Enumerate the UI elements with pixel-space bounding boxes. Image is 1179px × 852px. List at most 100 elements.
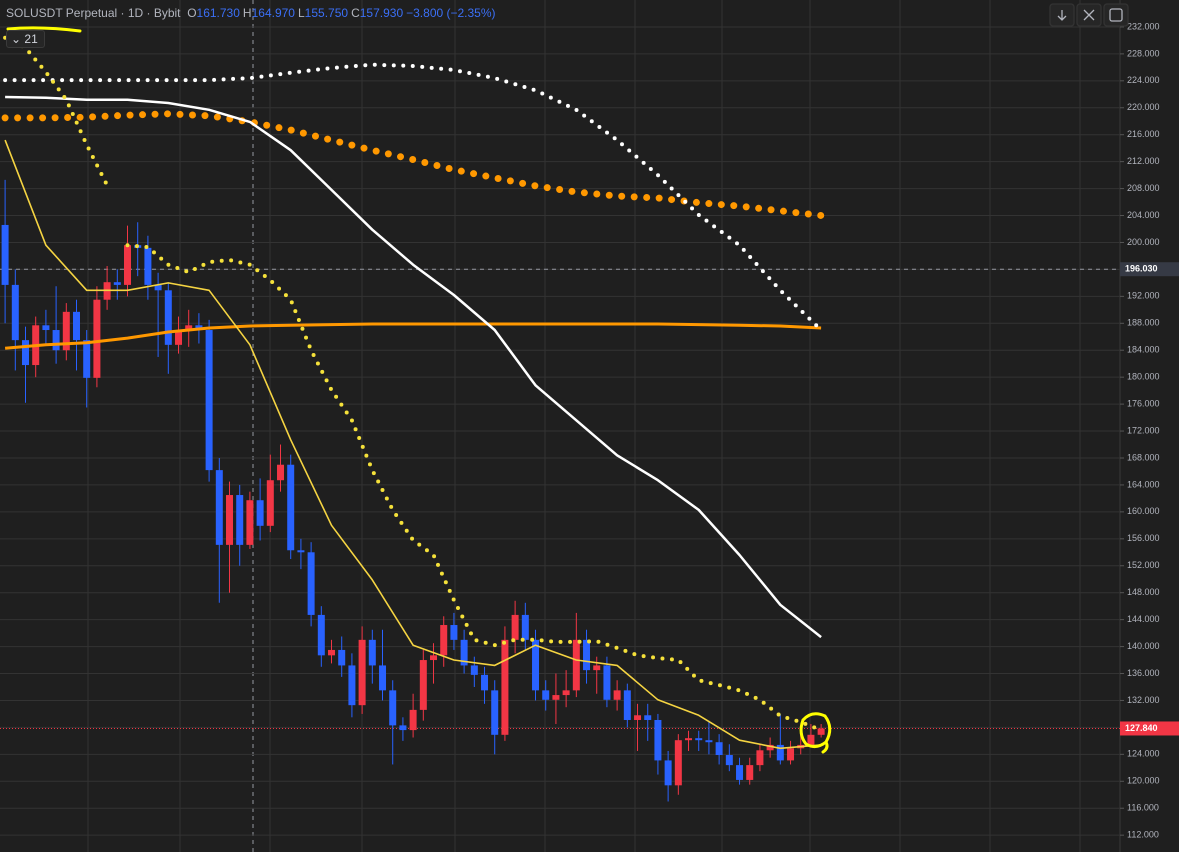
y-tick-label: 116.000 <box>1127 803 1159 813</box>
ohlc-value: 155.750 <box>304 6 349 20</box>
toolbar[interactable] <box>1049 3 1129 27</box>
candle-body <box>746 765 754 780</box>
candle-body <box>562 690 570 696</box>
candle-body <box>368 639 376 666</box>
y-tick-label: 200.000 <box>1127 237 1160 247</box>
candle-body <box>603 665 611 700</box>
y-tick-label: 176.000 <box>1127 398 1160 408</box>
candle-body <box>409 709 417 731</box>
candle-body <box>266 480 274 526</box>
candle-body <box>511 614 519 640</box>
indicator-line <box>4 139 822 750</box>
ohlc-label: H <box>242 6 252 20</box>
y-tick-label: 168.000 <box>1127 452 1160 462</box>
candle-body <box>379 665 387 691</box>
ohlc: O161.730 H164.970 L155.750 C157.930 <box>187 6 406 20</box>
candle-body <box>144 247 152 285</box>
candle-body <box>501 639 509 735</box>
crosshair-label: 196.030 <box>1125 264 1158 274</box>
candle-body <box>450 625 458 640</box>
candle-body <box>644 715 652 720</box>
candle-body <box>623 690 631 720</box>
candle-body <box>389 690 397 726</box>
candle-body <box>695 738 703 741</box>
candle-body <box>736 765 744 780</box>
y-tick-label: 204.000 <box>1127 210 1160 220</box>
candle-body <box>685 738 693 741</box>
y-tick-label: 164.000 <box>1127 479 1160 489</box>
y-tick-label: 184.000 <box>1127 345 1160 355</box>
symbol: SOLUSDT Perpetual · 1D · Bybit <box>6 6 181 20</box>
plot: 112.000116.000120.000124.000128.000132.0… <box>0 21 1160 840</box>
annotation <box>6 26 832 754</box>
candle-body <box>664 760 672 786</box>
y-tick-label: 124.000 <box>1127 749 1160 759</box>
candle-body <box>521 614 529 640</box>
ohlc-value: 161.730 <box>196 6 240 20</box>
candle-body <box>1 224 9 285</box>
candle-body <box>256 500 264 526</box>
candle-body <box>532 639 540 691</box>
candle-body <box>572 639 580 691</box>
candle-body <box>22 340 30 366</box>
candle-body <box>705 740 713 743</box>
candle-body <box>215 470 223 545</box>
y-tick-label: 216.000 <box>1127 129 1160 139</box>
candle-body <box>583 639 591 671</box>
icon <box>1083 9 1095 21</box>
y-tick-label: 148.000 <box>1127 587 1160 597</box>
candle-body <box>113 282 121 285</box>
underline <box>6 26 82 33</box>
candle-body <box>205 330 213 471</box>
candle-body <box>654 719 662 761</box>
candle-body <box>807 734 815 745</box>
indicators-toggle[interactable]: ⌄ 21 <box>6 30 45 48</box>
candle-body <box>460 639 468 666</box>
y-tick-label: 208.000 <box>1127 183 1160 193</box>
candle-body <box>419 660 427 710</box>
candle-body <box>154 284 162 291</box>
candle-body <box>776 744 784 761</box>
candle-body <box>634 715 642 720</box>
candle-body <box>440 625 448 656</box>
candle-body <box>226 495 234 545</box>
candle-body <box>124 245 132 285</box>
y-tick-label: 172.000 <box>1127 425 1160 435</box>
candle-body <box>164 290 172 345</box>
candle-body <box>297 550 305 553</box>
ohlc-label: O <box>187 6 197 20</box>
legend-header: SOLUSDT Perpetual · 1D · Bybit O161.730 H… <box>6 6 499 20</box>
y-tick-label: 220.000 <box>1127 102 1160 112</box>
last-price-label: 127.840 <box>1125 723 1158 733</box>
y-tick-label: 180.000 <box>1127 372 1160 382</box>
indicator-line <box>4 322 822 350</box>
candle-body <box>277 464 285 481</box>
candle-body <box>317 614 325 656</box>
candle-body <box>817 728 825 735</box>
candle-body <box>83 340 91 378</box>
ohlc-label: C <box>351 6 360 20</box>
candle-body <box>787 748 795 761</box>
candle-body <box>552 695 560 700</box>
candle-body <box>175 330 183 345</box>
candle-body <box>756 750 764 766</box>
y-tick-label: 132.000 <box>1127 695 1160 705</box>
y-tick-label: 188.000 <box>1127 318 1160 328</box>
candle-body <box>62 311 70 351</box>
icon <box>1057 10 1067 21</box>
candle-body <box>52 330 60 351</box>
y-tick-label: 156.000 <box>1127 533 1160 543</box>
y-tick-label: 152.000 <box>1127 560 1160 570</box>
candle-body <box>236 495 244 545</box>
candle-body <box>42 325 50 331</box>
y-tick-label: 112.000 <box>1127 830 1159 840</box>
ohlc-value: 157.930 <box>359 6 404 20</box>
y-tick-label: 136.000 <box>1127 668 1160 678</box>
indicator-count: 21 <box>24 32 38 46</box>
candle-body <box>470 665 478 675</box>
candle-body <box>11 284 19 341</box>
y-tick-label: 144.000 <box>1127 614 1160 624</box>
button[interactable] <box>1103 3 1129 27</box>
